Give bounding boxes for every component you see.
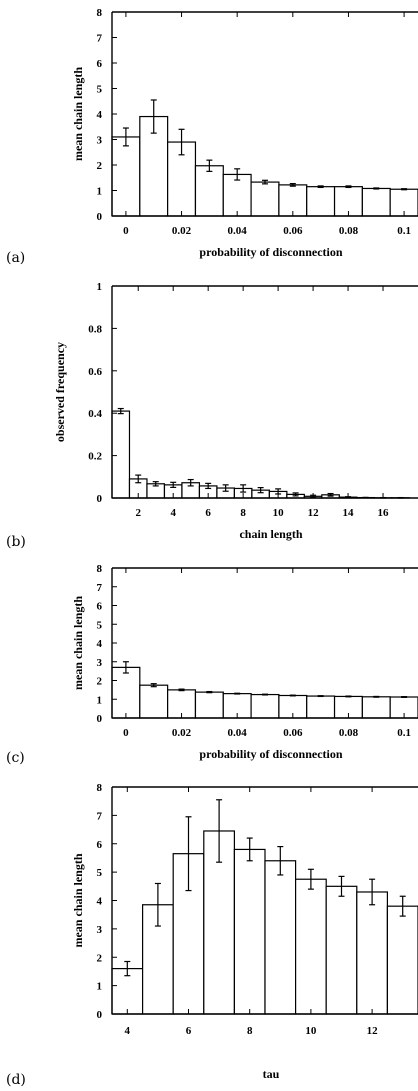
bar	[250, 693, 280, 719]
y-tick-label: 1	[97, 981, 103, 993]
y-tick-label: 4	[97, 109, 103, 121]
panel-label: (b)	[6, 534, 26, 550]
x-tick-label: 6	[205, 507, 211, 519]
x-tick-label: 0	[123, 225, 129, 237]
panel-label: (a)	[6, 250, 25, 266]
bar	[306, 186, 336, 217]
y-axis-label: mean chain length	[71, 853, 85, 947]
bar	[361, 696, 391, 719]
x-tick-label: 0.06	[283, 225, 303, 237]
y-tick-label: 0	[97, 211, 103, 223]
y-axis-label: mean chain length	[71, 596, 85, 690]
x-tick-label: 14	[343, 507, 355, 519]
y-tick-label: 1	[97, 186, 103, 198]
x-tick-label: 0.08	[339, 225, 359, 237]
y-tick-label: 6	[97, 601, 103, 613]
x-tick-label: 0.02	[172, 225, 192, 237]
y-tick-label: 4	[97, 638, 103, 650]
bar	[325, 885, 358, 1015]
y-tick-label: 0.6	[88, 366, 102, 378]
x-tick-label: 10	[305, 1025, 317, 1037]
y-tick-label: 0	[97, 713, 103, 725]
x-tick-label: 16	[378, 507, 390, 519]
bar	[306, 695, 336, 719]
y-tick-label: 7	[97, 810, 103, 822]
y-tick-label: 6	[97, 58, 103, 70]
y-tick-label: 1	[97, 694, 103, 706]
y-tick-label: 5	[97, 84, 103, 96]
bar	[194, 691, 224, 719]
bar	[194, 165, 224, 217]
x-tick-label: 0.1	[397, 225, 411, 237]
y-tick-label: 8	[97, 782, 103, 794]
x-tick-label: 0.1	[397, 727, 411, 739]
y-axis-label: mean chain length	[71, 67, 85, 161]
y-tick-label: 0.4	[88, 408, 102, 420]
y-tick-label: 2	[97, 952, 103, 964]
x-tick-label: 12	[367, 1025, 379, 1037]
x-tick-label: 2	[135, 507, 141, 519]
y-tick-label: 3	[97, 135, 103, 147]
y-tick-label: 0	[97, 1009, 103, 1021]
bar	[139, 684, 169, 719]
bar	[111, 410, 131, 499]
bar	[264, 860, 297, 1015]
y-tick-label: 0	[97, 493, 103, 505]
bar	[361, 187, 391, 217]
bar	[295, 878, 327, 1015]
y-tick-label: 7	[97, 582, 103, 594]
y-tick-label: 2	[97, 676, 103, 688]
x-tick-label: 0.02	[172, 727, 192, 739]
y-tick-label: 8	[97, 563, 103, 575]
x-axis-label: probability of disconnection	[199, 245, 342, 259]
x-axis-label: chain length	[239, 527, 302, 541]
y-tick-label: 1	[97, 281, 103, 293]
x-tick-label: 0.08	[339, 727, 359, 739]
bar	[250, 181, 280, 217]
y-tick-label: 5	[97, 867, 103, 879]
y-tick-label: 6	[97, 839, 103, 851]
y-tick-label: 4	[97, 896, 103, 908]
x-tick-label: 6	[186, 1025, 192, 1037]
x-tick-label: 0.04	[228, 225, 248, 237]
panel-label: (d)	[6, 1072, 26, 1088]
x-tick-label: 4	[125, 1025, 131, 1037]
y-tick-label: 3	[97, 657, 103, 669]
y-tick-label: 8	[97, 7, 103, 19]
x-tick-label: 0.06	[283, 727, 303, 739]
x-tick-label: 12	[308, 507, 320, 519]
y-tick-label: 2	[97, 160, 103, 172]
y-tick-label: 0.2	[88, 451, 102, 463]
bar	[386, 905, 418, 1015]
x-tick-label: 0.04	[228, 727, 248, 739]
y-tick-label: 0.8	[88, 323, 102, 335]
y-tick-label: 5	[97, 619, 103, 631]
x-tick-label: 8	[247, 1025, 253, 1037]
bar	[111, 666, 141, 719]
x-tick-label: 8	[240, 507, 246, 519]
x-tick-label: 4	[170, 507, 176, 519]
x-tick-label: 0	[123, 727, 129, 739]
x-axis-label: tau	[263, 1067, 280, 1081]
y-tick-label: 7	[97, 33, 103, 45]
x-tick-label: 10	[273, 507, 285, 519]
panel-label: (c)	[6, 750, 25, 766]
chart-panel-3: 0 1 2 3 4 5 6 7 8 0 0.02 0.04 0.06 0.08 0.1 probability…	[6, 563, 418, 766]
chart-panel-1: 0 1 2 3 4 5 6 7 8 0 0.02 0.04 0.06 0.08 0.1 probability…	[6, 7, 418, 266]
bar	[356, 891, 388, 1015]
y-axis-label: observed frequency	[53, 342, 67, 442]
bar	[233, 848, 266, 1015]
bar	[111, 136, 141, 217]
y-tick-label: 3	[97, 924, 103, 936]
bar	[222, 173, 252, 217]
x-axis-label: probability of disconnection	[199, 747, 342, 761]
